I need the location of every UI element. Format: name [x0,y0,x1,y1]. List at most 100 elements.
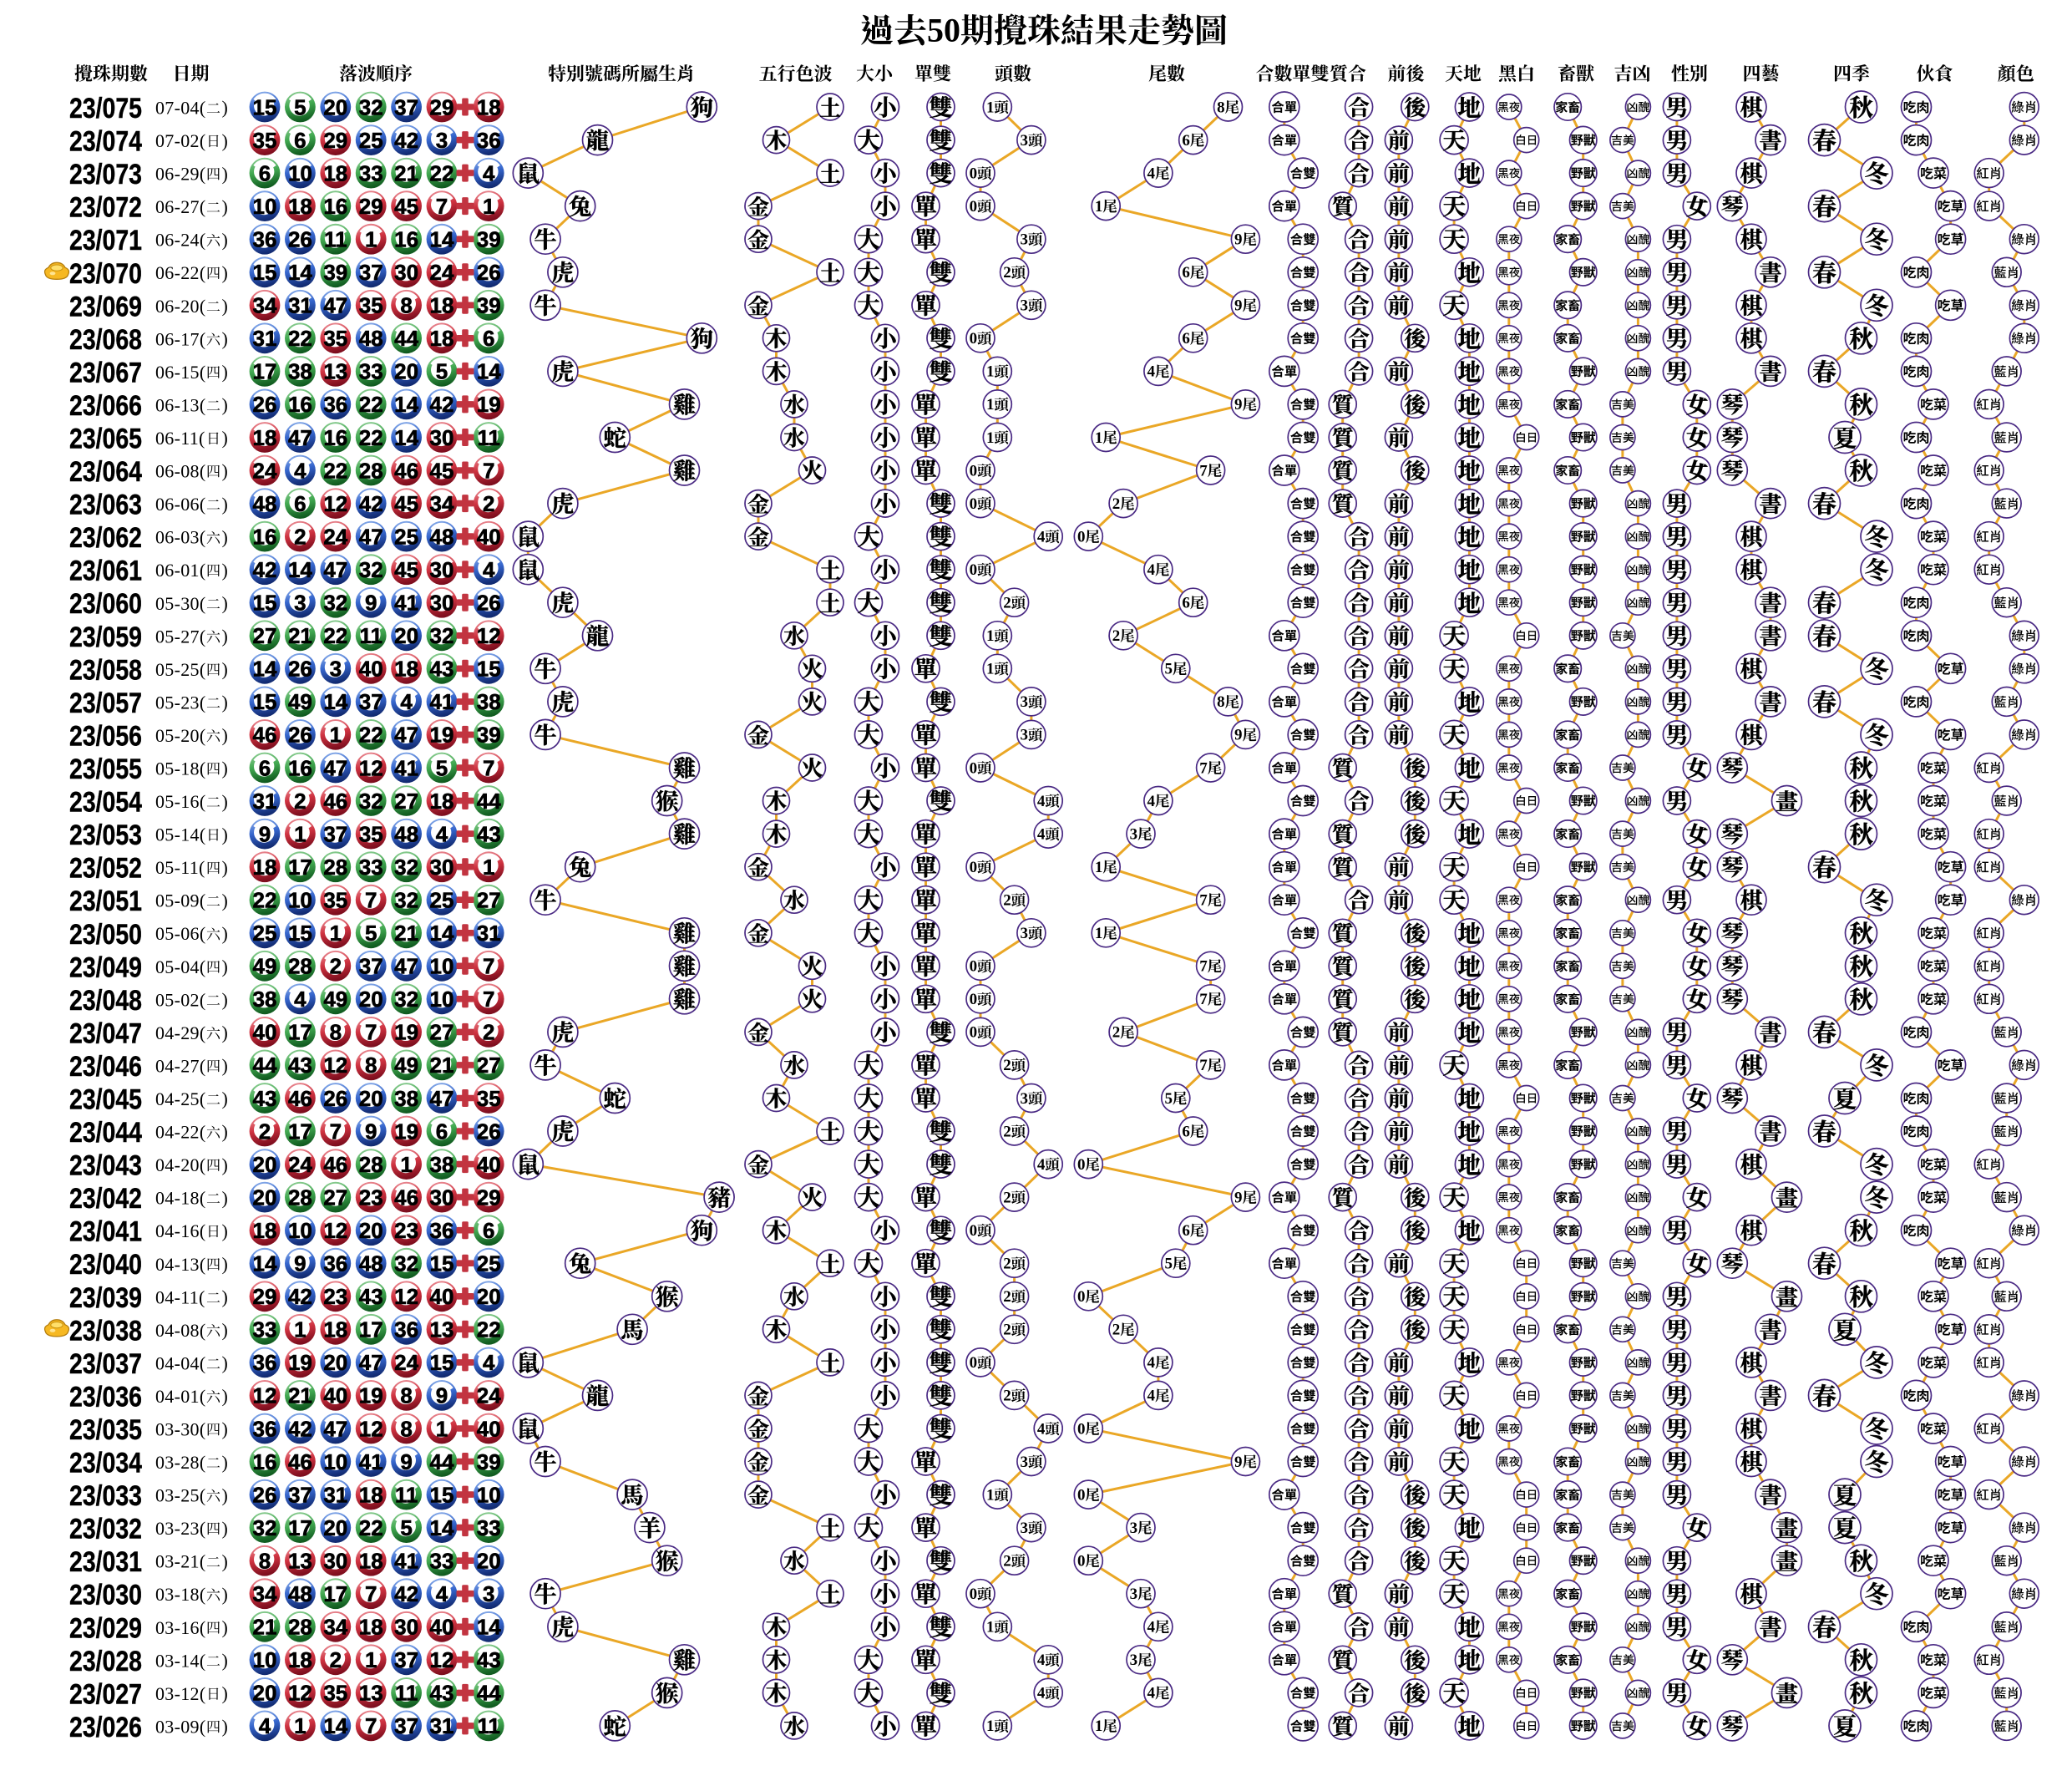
svg-text:23/052: 23/052 [69,853,142,885]
svg-text:23/056: 23/056 [69,720,142,752]
svg-text:03-28(: 03-28( [155,1452,205,1473]
svg-text:23/043: 23/043 [69,1150,142,1182]
svg-text:06-03(: 06-03( [155,527,205,548]
svg-text:04-16(: 04-16( [155,1220,205,1241]
svg-text:05-23(: 05-23( [155,692,205,713]
svg-text:06-24(: 06-24( [155,230,205,251]
svg-text:04-13(: 04-13( [155,1254,205,1275]
svg-text:05-18(: 05-18( [155,759,205,779]
svg-text:23/045: 23/045 [69,1084,142,1116]
svg-text:03-23(: 03-23( [155,1518,205,1539]
svg-text:23/069: 23/069 [69,291,142,322]
svg-text:05-25(: 05-25( [155,659,205,680]
svg-text:23/064: 23/064 [69,456,142,488]
svg-text:23/031: 23/031 [69,1546,142,1578]
svg-text:23/038: 23/038 [69,1315,142,1347]
svg-text:03-14(: 03-14( [155,1650,205,1671]
svg-text:23/060: 23/060 [69,588,142,620]
svg-text:23/070: 23/070 [69,258,142,290]
svg-text:05-11(: 05-11( [155,857,205,878]
svg-text:23/059: 23/059 [69,622,142,653]
svg-text:23/063: 23/063 [69,490,142,521]
svg-text:04-08(: 04-08( [155,1320,205,1341]
svg-text:05-27(: 05-27( [155,626,205,647]
svg-text:07-04(: 07-04( [155,98,205,119]
svg-text:23/050: 23/050 [69,919,142,951]
svg-text:06-06(: 06-06( [155,494,205,515]
svg-text:23/066: 23/066 [69,390,142,422]
svg-text:23/042: 23/042 [69,1183,142,1215]
svg-text:06-17(: 06-17( [155,328,205,349]
svg-text:23/071: 23/071 [69,225,142,256]
svg-text:07-02(: 07-02( [155,130,205,151]
svg-text:23/051: 23/051 [69,885,142,917]
svg-text:23/048: 23/048 [69,985,142,1017]
svg-text:23/065: 23/065 [69,424,142,455]
svg-text:03-18(: 03-18( [155,1584,205,1605]
svg-text:23/067: 23/067 [69,357,142,388]
svg-text:04-18(: 04-18( [155,1188,205,1209]
svg-text:04-01(: 04-01( [155,1386,205,1407]
svg-text:06-29(: 06-29( [155,164,205,185]
svg-text:05-16(: 05-16( [155,791,205,812]
svg-text:04-04(: 04-04( [155,1352,205,1373]
svg-text:06-15(: 06-15( [155,362,205,383]
svg-text:06-20(: 06-20( [155,296,205,317]
svg-text:23/030: 23/030 [69,1580,142,1611]
svg-text:50: 50 [927,12,960,49]
svg-text:05-14(: 05-14( [155,825,205,845]
svg-text:23/062: 23/062 [69,522,142,554]
svg-text:04-27(: 04-27( [155,1055,205,1076]
svg-text:03-25(: 03-25( [155,1485,205,1506]
svg-text:23/028: 23/028 [69,1646,142,1677]
svg-text:03-30(: 03-30( [155,1419,205,1440]
svg-text:23/037: 23/037 [69,1348,142,1380]
svg-text:03-09(: 03-09( [155,1716,205,1737]
svg-text:06-08(: 06-08( [155,461,205,482]
svg-text:04-22(: 04-22( [155,1122,205,1143]
svg-text:23/053: 23/053 [69,819,142,851]
svg-text:23/036: 23/036 [69,1381,142,1413]
svg-text:05-06(: 05-06( [155,923,205,944]
svg-text:06-27(: 06-27( [155,196,205,217]
svg-text:05-02(: 05-02( [155,989,205,1010]
svg-text:23/057: 23/057 [69,688,142,719]
svg-text:23/029: 23/029 [69,1612,142,1644]
svg-text:23/027: 23/027 [69,1678,142,1710]
svg-text:23/046: 23/046 [69,1051,142,1083]
svg-text:05-09(: 05-09( [155,890,205,911]
svg-text:23/072: 23/072 [69,192,142,224]
svg-text:23/073: 23/073 [69,159,142,190]
svg-text:23/026: 23/026 [69,1712,142,1743]
svg-text:05-20(: 05-20( [155,725,205,746]
svg-text:04-25(: 04-25( [155,1088,205,1109]
svg-text:23/032: 23/032 [69,1514,142,1545]
svg-text:23/035: 23/035 [69,1414,142,1446]
svg-text:03-16(: 03-16( [155,1617,205,1638]
svg-text:23/061: 23/061 [69,556,142,587]
svg-text:05-30(: 05-30( [155,593,205,614]
svg-text:03-21(: 03-21( [155,1551,205,1572]
svg-text:23/040: 23/040 [69,1249,142,1281]
svg-text:23/039: 23/039 [69,1282,142,1314]
svg-text:23/044: 23/044 [69,1117,142,1149]
svg-text:23/058: 23/058 [69,654,142,686]
svg-text:23/034: 23/034 [69,1448,142,1479]
svg-text:23/075: 23/075 [69,93,142,124]
svg-text:23/041: 23/041 [69,1216,142,1248]
svg-text:06-13(: 06-13( [155,394,205,415]
svg-text:23/047: 23/047 [69,1017,142,1049]
svg-text:04-29(: 04-29( [155,1022,205,1043]
svg-text:23/049: 23/049 [69,951,142,983]
svg-text:05-04(: 05-04( [155,956,205,977]
svg-text:06-11(: 06-11( [155,428,205,449]
svg-text:03-12(: 03-12( [155,1683,205,1704]
svg-text:23/055: 23/055 [69,754,142,785]
svg-text:04-20(: 04-20( [155,1154,205,1175]
svg-text:23/054: 23/054 [69,787,142,819]
svg-text:23/033: 23/033 [69,1480,142,1512]
svg-text:23/074: 23/074 [69,126,142,158]
svg-text:23/068: 23/068 [69,324,142,356]
svg-text:04-11(: 04-11( [155,1286,205,1307]
svg-text:06-22(: 06-22( [155,262,205,283]
